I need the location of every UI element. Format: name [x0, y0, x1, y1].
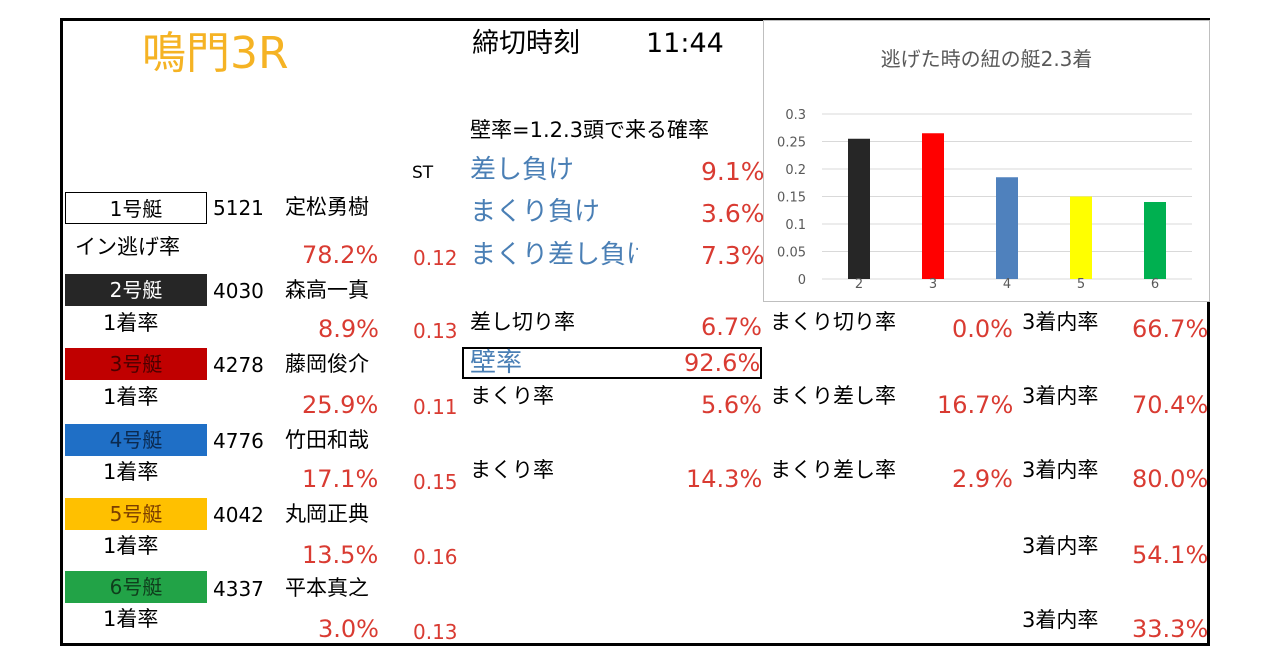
y-tick-label: 0.1 [785, 218, 806, 233]
boat-5-top3-label: 3着内率 [1022, 534, 1099, 558]
loss-makuri-label: まくり負け [470, 197, 601, 227]
x-tick-label: 2 [855, 277, 863, 292]
wall-rate-label: 壁率 [470, 348, 523, 378]
boat-5-rate-label: 1着率 [103, 534, 159, 558]
boat-5-racer: 丸岡正典 [285, 502, 369, 526]
boat-3-racer: 藤岡俊介 [285, 352, 369, 376]
boat-3-makuri-label: まくり率 [470, 384, 554, 408]
boat-5-badge: 5号艇 [65, 498, 207, 530]
bar [1144, 202, 1166, 279]
boat-4-racer: 竹田和哉 [285, 428, 369, 452]
boat-6-st: 0.13 [413, 620, 458, 644]
deadline-label: 締切時刻 [472, 28, 580, 59]
boat-2-rate: 8.9% [318, 315, 379, 343]
boat-3-badge: 3号艇 [65, 348, 207, 380]
boat-4-top3-label: 3着内率 [1022, 458, 1099, 482]
loss-sashi-value: 9.1% [701, 157, 765, 186]
bar [1070, 196, 1092, 279]
boat-3-makurizashi-label: まくり差し率 [770, 384, 896, 408]
boat-2-top3-label: 3着内率 [1022, 310, 1099, 334]
y-tick-label: 0.15 [777, 191, 806, 206]
y-tick-label: 0.3 [785, 108, 806, 123]
boat-3-rate: 25.9% [302, 391, 379, 419]
boat-3-reg-no: 4278 [213, 353, 264, 377]
boat-6-rate-label: 1着率 [103, 607, 159, 631]
boat-4-badge: 4号艇 [65, 424, 207, 456]
boat-5-st: 0.16 [413, 545, 458, 569]
x-tick-label: 5 [1077, 277, 1085, 292]
bar-chart: 0 0.05 0.1 0.15 0.2 0.25 0.3 2 3 4 5 6 [777, 108, 1192, 292]
bar [848, 138, 870, 279]
boat-2-sashi-label: 差し切り率 [470, 310, 575, 334]
boat-4-st: 0.15 [413, 470, 458, 494]
boat-3-top3-label: 3着内率 [1022, 384, 1099, 408]
loss-sashi-label: 差し負け [470, 155, 575, 185]
boat-6-racer: 平本真之 [285, 576, 369, 600]
boat-4-makurizashi-label: まくり差し率 [770, 458, 896, 482]
y-tick-label: 0.2 [785, 163, 806, 178]
chart-panel: 逃げた時の紐の艇2.3着 0 0.05 0.1 0.15 0.2 0.25 0.3 2 3 4 5 6 [763, 20, 1210, 302]
boat-3-top3-value: 70.4% [1132, 391, 1209, 419]
wall-rate-value: 92.6% [684, 349, 761, 377]
boat-4-rate: 17.1% [302, 465, 379, 493]
boat-5-rate: 13.5% [302, 541, 379, 569]
loss-makuri-value: 3.6% [701, 199, 765, 228]
boat-4-makuri-value: 14.3% [686, 465, 763, 493]
boat-6-reg-no: 4337 [213, 577, 264, 601]
boat-1-badge: 1号艇 [65, 192, 207, 224]
boat-4-top3-value: 80.0% [1132, 465, 1209, 493]
panel-frame [60, 18, 1210, 646]
boat-2-top3-value: 66.7% [1132, 315, 1209, 343]
chart-title: 逃げた時の紐の艇2.3着 [880, 47, 1093, 71]
boat-1-st: 0.12 [413, 246, 458, 270]
bar [922, 133, 944, 279]
y-tick-label: 0.25 [777, 136, 806, 151]
y-tick-label: 0.05 [777, 246, 806, 261]
boat-2-rate-label: 1着率 [103, 311, 159, 335]
deadline-time: 11:44 [646, 28, 724, 59]
boat-5-top3-value: 54.1% [1132, 541, 1209, 569]
boat-2-st: 0.13 [413, 319, 458, 343]
boat-6-badge: 6号艇 [65, 571, 207, 603]
boat-1-rate: 78.2% [302, 241, 379, 269]
boat-2-reg-no: 4030 [213, 279, 264, 303]
wall-rate-box [462, 347, 762, 379]
boat-6-rate: 3.0% [318, 615, 379, 643]
loss-makurizashi-label: まくり差し負け [470, 240, 638, 270]
boat-1-rate-label: イン逃げ率 [75, 235, 180, 259]
x-tick-label: 4 [1003, 277, 1011, 292]
boat-2-racer: 森高一真 [285, 278, 369, 302]
boat-6-top3-label: 3着内率 [1022, 608, 1099, 632]
boat-2-makuri-label: まくり切り率 [770, 310, 896, 334]
st-header: ST [412, 163, 434, 183]
boat-2-makuri-value: 0.0% [952, 315, 1013, 343]
race-title: 鳴門3R [142, 28, 289, 79]
bar [996, 177, 1018, 279]
boat-2-badge: 2号艇 [65, 274, 207, 306]
boat-2-sashi-value: 6.7% [701, 313, 762, 341]
x-tick-label: 6 [1151, 277, 1159, 292]
y-tick-label: 0 [798, 273, 806, 288]
wall-definition: 壁率=1.2.3頭で来る確率 [470, 118, 710, 142]
boat-4-makuri-label: まくり率 [470, 458, 554, 482]
loss-makurizashi-clip: まくり差し負け [470, 240, 638, 274]
boat-3-st: 0.11 [413, 395, 458, 419]
boat-4-makurizashi-value: 2.9% [952, 465, 1013, 493]
boat-4-reg-no: 4776 [213, 429, 264, 453]
boat-6-top3-value: 33.3% [1132, 615, 1209, 643]
boat-1-racer: 定松勇樹 [285, 195, 369, 219]
boat-3-rate-label: 1着率 [103, 385, 159, 409]
boat-4-rate-label: 1着率 [103, 460, 159, 484]
loss-makurizashi-value: 7.3% [701, 241, 765, 270]
boat-5-reg-no: 4042 [213, 503, 264, 527]
boat-1-reg-no: 5121 [213, 196, 264, 220]
boat-3-makurizashi-value: 16.7% [937, 391, 1014, 419]
x-tick-label: 3 [929, 277, 937, 292]
boat-3-makuri-value: 5.6% [701, 391, 762, 419]
